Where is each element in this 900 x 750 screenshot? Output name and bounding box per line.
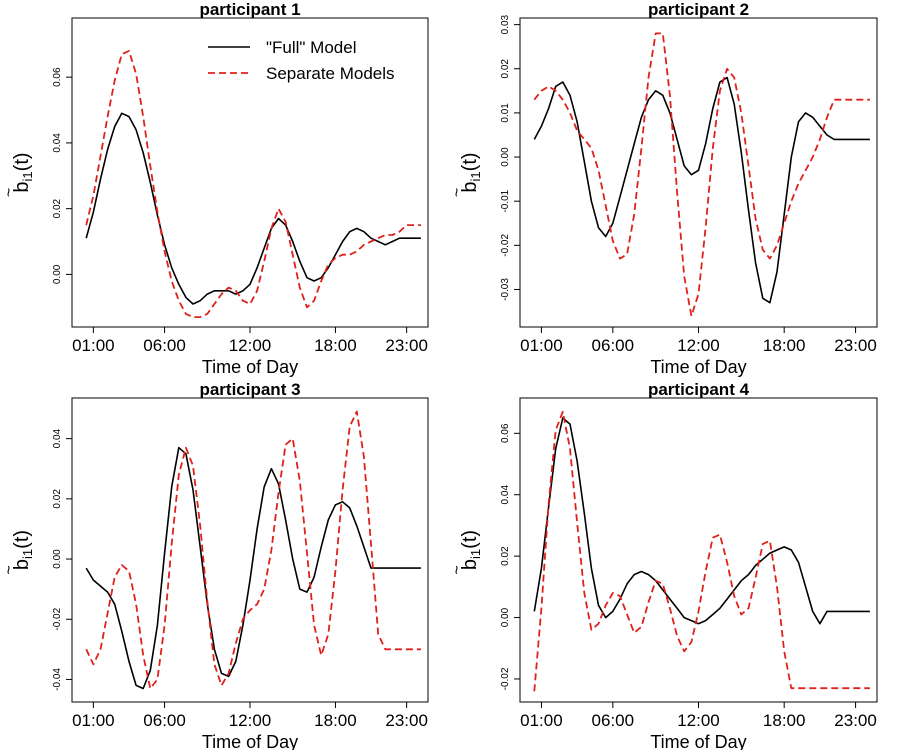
y-axis-label: bi1(t)~: [1, 530, 35, 575]
plot-frame: [71, 397, 429, 703]
y-axis-label-arg: (t): [11, 530, 33, 549]
y-axis-label: bi1(t)~: [449, 152, 483, 197]
x-tick-label: 01:00: [520, 336, 563, 355]
y-axis-label-arg: (t): [11, 152, 33, 171]
chart-panel-4: participant 4 01:00 06:00 12:00 18:00 23:00 Ti…: [449, 380, 878, 750]
y-axis-label-base: b: [459, 181, 481, 192]
chart-panel-1: participant 1 01:00 06:00 12:00 18:00 23:00 Ti…: [1, 0, 429, 377]
y-tick-label: 0.02: [500, 59, 511, 79]
y-axis-label-accent: ~: [449, 565, 466, 574]
y-tick-label: -0.04: [52, 668, 63, 691]
y-axis-label-sub: i1: [20, 549, 35, 559]
chart-title: participant 3: [199, 380, 300, 399]
y-tick-label: 0.04: [52, 428, 63, 448]
y-tick-label: -0.02: [52, 607, 63, 630]
y-axis-label-accent: ~: [1, 188, 18, 197]
y-axis-label-accent: ~: [449, 188, 466, 197]
x-axis-label: Time of Day: [202, 732, 298, 750]
x-tick-label: 18:00: [314, 336, 357, 355]
y-tick-label: 0.06: [52, 67, 63, 87]
x-tick-label: 06:00: [592, 711, 635, 730]
plot-frame: [519, 17, 878, 328]
x-axis-label: Time of Day: [650, 357, 746, 377]
y-axis-label-base: b: [459, 559, 481, 570]
y-axis-label-base: b: [11, 181, 33, 192]
svg-text:bi1(t): bi1(t): [11, 152, 35, 192]
x-tick-label: 23:00: [385, 336, 428, 355]
x-tick-label: 06:00: [592, 336, 635, 355]
series-line-separate-models: [533, 410, 870, 692]
x-tick-label: 12:00: [229, 711, 272, 730]
x-tick-label: 01:00: [72, 336, 115, 355]
y-axis-label-arg: (t): [459, 530, 481, 549]
y-axis-label-accent: ~: [1, 565, 18, 574]
y-tick-label: 0.02: [500, 546, 511, 566]
y-tick-label: 0.00: [500, 607, 511, 627]
y-axis-label-sub: i1: [468, 171, 483, 181]
chart-title: participant 1: [199, 0, 300, 19]
chart-panel-2: participant 2 01:00 06:00 12:00 18:00 23:00 Ti…: [449, 0, 878, 377]
series-line-full-model: [533, 417, 870, 625]
y-tick-label: 0.04: [52, 133, 63, 153]
x-tick-label: 23:00: [834, 336, 877, 355]
y-tick-label: 0.04: [500, 485, 511, 505]
y-tick-label: 0.01: [500, 103, 511, 123]
series-line-full-model: [85, 446, 421, 690]
y-tick-label: 0.06: [500, 423, 511, 443]
y-axis-label: bi1(t)~: [1, 152, 35, 197]
legend: "Full" Model Separate Models: [208, 38, 395, 83]
x-tick-label: 06:00: [143, 336, 186, 355]
chart-title: participant 2: [648, 0, 749, 19]
y-tick-label: 0.00: [500, 147, 511, 167]
chart-panel-3: participant 3 01:00 06:00 12:00 18:00 23:00 Ti…: [1, 380, 429, 750]
y-tick-label: 0.00: [52, 264, 63, 284]
svg-text:bi1(t): bi1(t): [11, 530, 35, 570]
y-tick-label: -0.01: [500, 189, 511, 212]
y-axis-label-sub: i1: [20, 171, 35, 181]
svg-text:bi1(t): bi1(t): [459, 152, 483, 192]
x-tick-label: 18:00: [314, 711, 357, 730]
x-tick-label: 12:00: [677, 336, 720, 355]
y-tick-label: 0.02: [52, 489, 63, 509]
x-tick-label: 23:00: [385, 711, 428, 730]
series-line-separate-models: [533, 32, 870, 317]
svg-text:bi1(t): bi1(t): [459, 530, 483, 570]
y-axis-label-base: b: [11, 559, 33, 570]
legend-label-separate-models: Separate Models: [266, 64, 395, 83]
y-tick-label: 0.03: [500, 14, 511, 34]
x-tick-label: 01:00: [72, 711, 115, 730]
x-tick-label: 12:00: [677, 711, 720, 730]
y-tick-label: -0.02: [500, 667, 511, 690]
x-axis-label: Time of Day: [650, 732, 746, 750]
series-line-separate-models: [85, 50, 421, 318]
x-tick-label: 23:00: [834, 711, 877, 730]
y-tick-label: -0.03: [500, 278, 511, 301]
x-tick-label: 12:00: [229, 336, 272, 355]
series-line-full-model: [533, 76, 870, 304]
x-tick-label: 18:00: [763, 336, 806, 355]
x-tick-label: 01:00: [520, 711, 563, 730]
y-tick-label: 0.02: [52, 198, 63, 218]
series-line-full-model: [85, 112, 421, 305]
x-axis-label: Time of Day: [202, 357, 298, 377]
y-axis-label-sub: i1: [468, 549, 483, 559]
legend-label-full-model: "Full" Model: [266, 38, 357, 57]
y-tick-label: -0.02: [500, 234, 511, 257]
chart-title: participant 4: [648, 380, 750, 399]
y-axis-label-arg: (t): [459, 152, 481, 171]
y-axis-label: bi1(t)~: [449, 530, 483, 575]
y-tick-label: 0.00: [52, 549, 63, 569]
x-tick-label: 18:00: [763, 711, 806, 730]
x-tick-label: 06:00: [143, 711, 186, 730]
